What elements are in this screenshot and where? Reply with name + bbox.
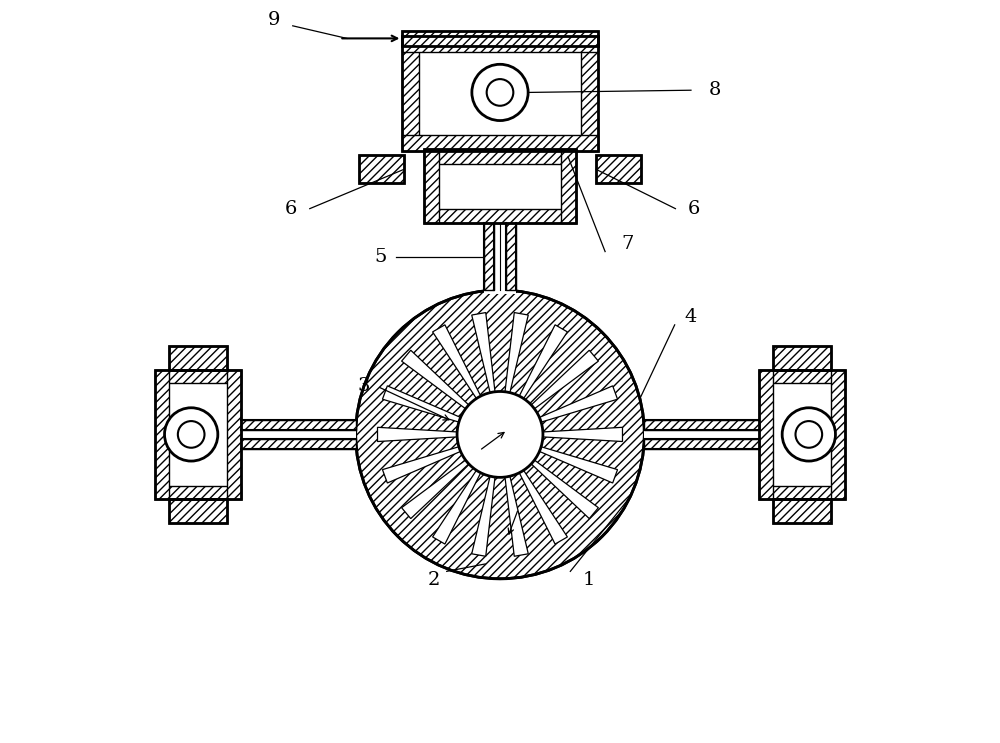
Bar [402,36,419,151]
Bar [773,346,831,370]
Bar [759,486,845,499]
Polygon shape [382,386,461,422]
Bar [169,499,227,523]
Polygon shape [378,427,457,441]
Text: 9: 9 [268,11,280,29]
Bar [241,439,356,450]
Bar [169,383,227,486]
Polygon shape [531,460,598,519]
Circle shape [457,392,543,477]
Text: 2: 2 [427,571,440,589]
Polygon shape [543,427,622,441]
Bar [484,224,494,290]
Bar [759,370,845,383]
Polygon shape [505,313,528,392]
Bar [155,370,241,499]
Bar [227,370,241,499]
Bar [402,31,598,46]
Bar [402,134,598,151]
Circle shape [165,408,218,461]
Bar [155,486,241,499]
Bar [402,36,598,151]
Bar [759,370,845,499]
Bar [644,439,759,450]
Text: 4: 4 [685,308,697,326]
Polygon shape [519,470,567,544]
Bar [424,209,576,224]
Bar [831,370,845,499]
Bar [439,164,561,209]
Bar [773,346,831,370]
Bar [773,499,831,523]
Circle shape [795,421,822,448]
Circle shape [487,79,513,106]
Bar [773,383,831,486]
Bar [155,370,241,383]
Bar [419,36,581,151]
Bar [644,420,759,430]
Polygon shape [433,325,481,398]
Bar [424,149,576,164]
Polygon shape [472,313,495,392]
Bar [424,149,439,224]
Bar [484,286,516,293]
Circle shape [472,65,528,120]
Bar [359,155,404,184]
Polygon shape [402,350,469,409]
Bar [241,430,356,439]
Bar [596,155,641,184]
Circle shape [782,408,835,461]
Bar [241,420,356,430]
Text: 3: 3 [358,377,370,395]
Bar [359,155,404,184]
Bar [581,36,598,151]
Text: 5: 5 [374,247,386,266]
Text: 7: 7 [621,236,634,253]
Bar [424,149,576,224]
Polygon shape [539,447,618,483]
Bar [773,499,831,523]
Bar [169,499,227,523]
Text: 6: 6 [285,200,297,218]
Polygon shape [402,460,469,519]
Polygon shape [539,386,618,422]
Bar [644,430,759,439]
Bar [506,224,516,290]
Polygon shape [531,350,598,409]
Bar [402,36,598,53]
Bar [759,370,773,499]
Polygon shape [505,476,528,557]
Text: 6: 6 [688,200,700,218]
Polygon shape [433,470,481,544]
Polygon shape [382,447,461,483]
Polygon shape [472,476,495,557]
Bar [561,149,576,224]
Polygon shape [519,325,567,398]
Bar [494,224,506,290]
Circle shape [178,421,205,448]
Bar [169,346,227,370]
Text: 1: 1 [583,571,595,589]
Bar [155,370,169,499]
Circle shape [356,290,644,579]
Bar [596,155,641,184]
Text: 8: 8 [708,81,721,100]
Bar [169,346,227,370]
Bar [402,31,598,46]
